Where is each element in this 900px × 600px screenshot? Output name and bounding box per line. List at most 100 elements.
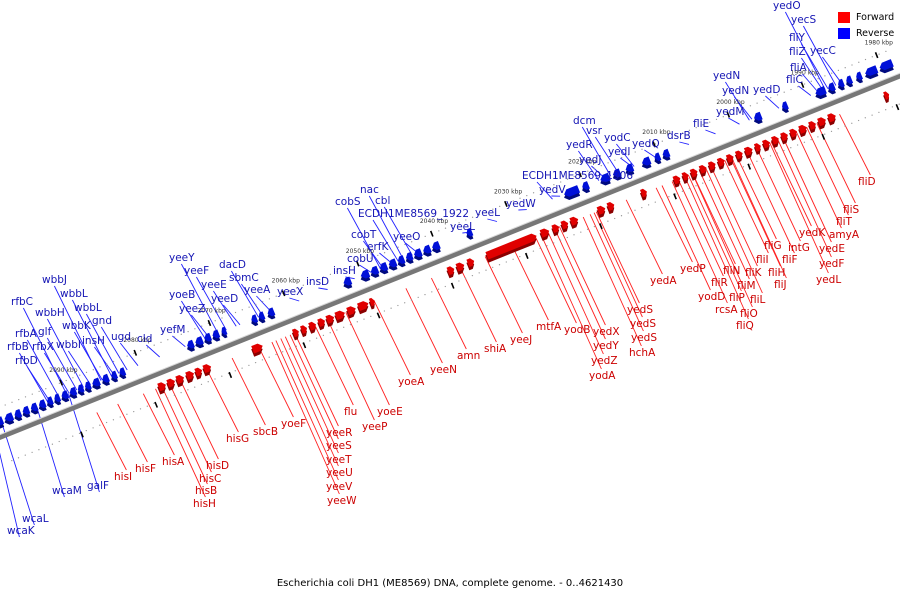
reverse-gene (212, 329, 221, 339)
gene-label: yecC (810, 45, 836, 57)
scale-dot (58, 382, 61, 384)
scale-dot (553, 242, 555, 244)
gene-label: yeeF (184, 265, 209, 277)
forward-gene (789, 128, 797, 138)
legend-forward-label: Forward (856, 11, 895, 23)
leader-line (289, 334, 339, 440)
leader-line (96, 412, 127, 471)
scale-dot (72, 435, 74, 437)
leader-line (487, 218, 498, 222)
gene-label: dcm (573, 115, 596, 127)
scale-dot (329, 273, 332, 276)
scale-dot (140, 349, 142, 352)
scale-dot (627, 212, 629, 214)
reverse-gene (258, 311, 266, 320)
gene-label: erfK (367, 241, 389, 253)
leader-line (769, 142, 829, 274)
scale-dot (851, 64, 853, 66)
leader-line (0, 452, 20, 538)
gene-label: yedI (608, 146, 630, 158)
leader-line (213, 290, 237, 327)
leader-line (191, 314, 210, 338)
scale-dot (4, 404, 6, 406)
scale-dot (844, 125, 846, 127)
scale-dot (411, 241, 413, 243)
gene-label: yedV (539, 184, 566, 196)
scale-tick (355, 260, 360, 267)
scale-dot (72, 377, 74, 379)
gene-label: fliY (789, 32, 806, 44)
scale-dot (519, 197, 521, 199)
scale-dot (289, 290, 291, 292)
gene-label: wbbH (35, 307, 65, 319)
scale-tick (133, 349, 138, 356)
scale-dot (437, 288, 440, 290)
leader-line (117, 403, 148, 463)
scale-dot (796, 144, 799, 146)
scale-dot (607, 220, 609, 222)
gene-label: intG (788, 242, 810, 254)
gene-label: fliJ (774, 279, 787, 291)
leader-line (44, 352, 70, 394)
scale-dot (614, 217, 616, 220)
leader-line (765, 95, 780, 109)
forward-gene (357, 301, 369, 311)
scale-tick (228, 371, 233, 379)
gene-label: insH (333, 265, 356, 277)
leader-line (22, 307, 68, 395)
scale-dot (99, 366, 101, 368)
gene-label: fliF (782, 254, 798, 266)
scale-dot (254, 361, 257, 364)
leader-line (511, 245, 549, 321)
gene-label: fliT (836, 216, 853, 228)
scale-dot (302, 284, 304, 286)
scale-dot (797, 86, 799, 88)
scale-dot (167, 339, 169, 341)
reverse-gene (600, 172, 611, 183)
gene-label: insH (82, 335, 105, 347)
leader-line (705, 167, 763, 294)
scale-tick (302, 342, 307, 349)
forward-gene (569, 216, 579, 226)
gene-label: rcsA (715, 304, 738, 316)
forward-swatch (838, 11, 850, 23)
leader-line (347, 207, 381, 269)
forward-gene (446, 266, 455, 276)
gene-label: insD (306, 276, 329, 288)
scale-dot (85, 371, 88, 374)
scale-dot (126, 355, 128, 357)
scale-dot (864, 58, 867, 61)
scale-tick (874, 52, 879, 59)
scale-dot (492, 208, 494, 210)
forward-gene (485, 233, 537, 260)
legend-item-forward: Forward (838, 9, 894, 25)
leader-line (119, 342, 139, 366)
forward-gene (551, 224, 560, 233)
gene-label: cbl (375, 195, 390, 207)
gene-label: wcaK (7, 525, 36, 537)
reverse-gene (30, 402, 39, 412)
leader-line (777, 138, 832, 258)
leader-line (698, 170, 750, 280)
scale-dot (627, 154, 630, 156)
reverse-gene (654, 152, 662, 161)
reverse-gene (85, 381, 92, 390)
leader-line (593, 212, 643, 318)
scale-dot (404, 243, 406, 246)
scale-dot (288, 348, 291, 350)
scale-dot (166, 397, 169, 399)
forward-gene (455, 262, 465, 272)
leader-line (280, 338, 339, 467)
gene-label: galF (87, 480, 109, 492)
scale-dot (770, 96, 772, 99)
gene-label: fliG (764, 240, 782, 252)
scale-dot (458, 222, 460, 224)
leader-line (345, 312, 390, 406)
scale-dot (194, 386, 196, 388)
gene-label: cobS (335, 196, 361, 208)
reverse-gene (662, 148, 671, 158)
scale-dot (614, 159, 616, 161)
gene-label: hisI (114, 471, 132, 483)
gene-label: fliO (740, 308, 758, 320)
